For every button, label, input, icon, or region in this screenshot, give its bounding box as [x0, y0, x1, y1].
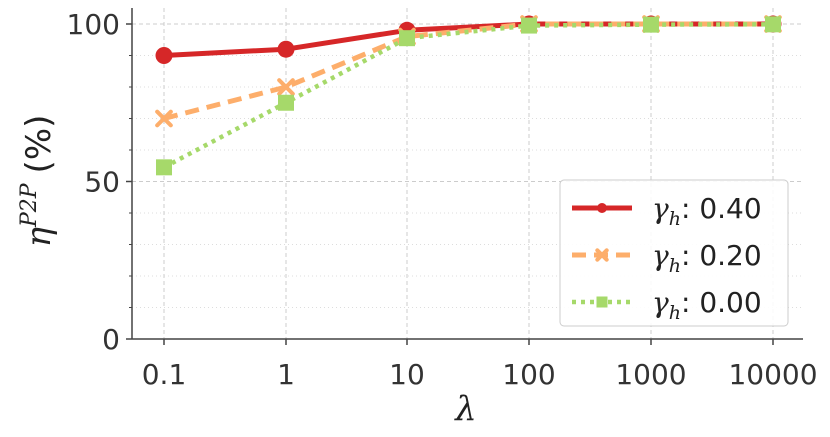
- legend-label: γh: 0.20: [652, 239, 762, 277]
- legend: γh: 0.40 γh: 0.20 γh: 0.00: [559, 179, 789, 327]
- series-line: [162, 22, 774, 170]
- data-point: [643, 16, 659, 33]
- svg-text:ηP2P(%): ηP2P (%): [17, 115, 59, 248]
- data-point: [277, 40, 295, 58]
- y-axis-label: ηP2P (%): [17, 115, 59, 248]
- data-point: [155, 47, 173, 64]
- data-point: [278, 94, 294, 111]
- axes: [126, 8, 803, 345]
- x-tick-label: 100: [502, 358, 555, 391]
- series-layer: [155, 15, 782, 176]
- y-tick-label: 100: [67, 8, 120, 41]
- y-axis-unit: (%): [19, 115, 59, 174]
- data-point: [277, 78, 295, 96]
- tick-labels: 0 50 100 0.1 1 10 100 1000 10000: [67, 8, 818, 391]
- legend-box: [559, 179, 789, 327]
- data-point: [399, 30, 415, 47]
- y-tick-label: 0: [102, 323, 120, 356]
- data-point: [521, 17, 537, 34]
- legend-label: γh: 0.40: [652, 192, 762, 230]
- data-point: [155, 109, 173, 128]
- x-tick-label: 10: [389, 358, 425, 391]
- x-tick-label: 10000: [728, 358, 817, 391]
- x-tick-label: 0.1: [142, 358, 187, 391]
- data-point: [597, 203, 607, 213]
- series-line: [163, 21, 773, 121]
- y-axis-superscript: P2P: [17, 182, 42, 228]
- x-axis-label: λ: [453, 389, 477, 429]
- data-point: [156, 159, 172, 176]
- y-tick-label: 50: [84, 166, 120, 199]
- data-point: [595, 248, 609, 262]
- x-tick-label: 1000: [615, 358, 686, 391]
- data-point: [596, 296, 608, 308]
- legend-label: γh: 0.00: [652, 286, 762, 324]
- data-point: [765, 16, 781, 33]
- x-tick-label: 1: [277, 358, 295, 391]
- y-axis-symbol: η: [19, 226, 59, 247]
